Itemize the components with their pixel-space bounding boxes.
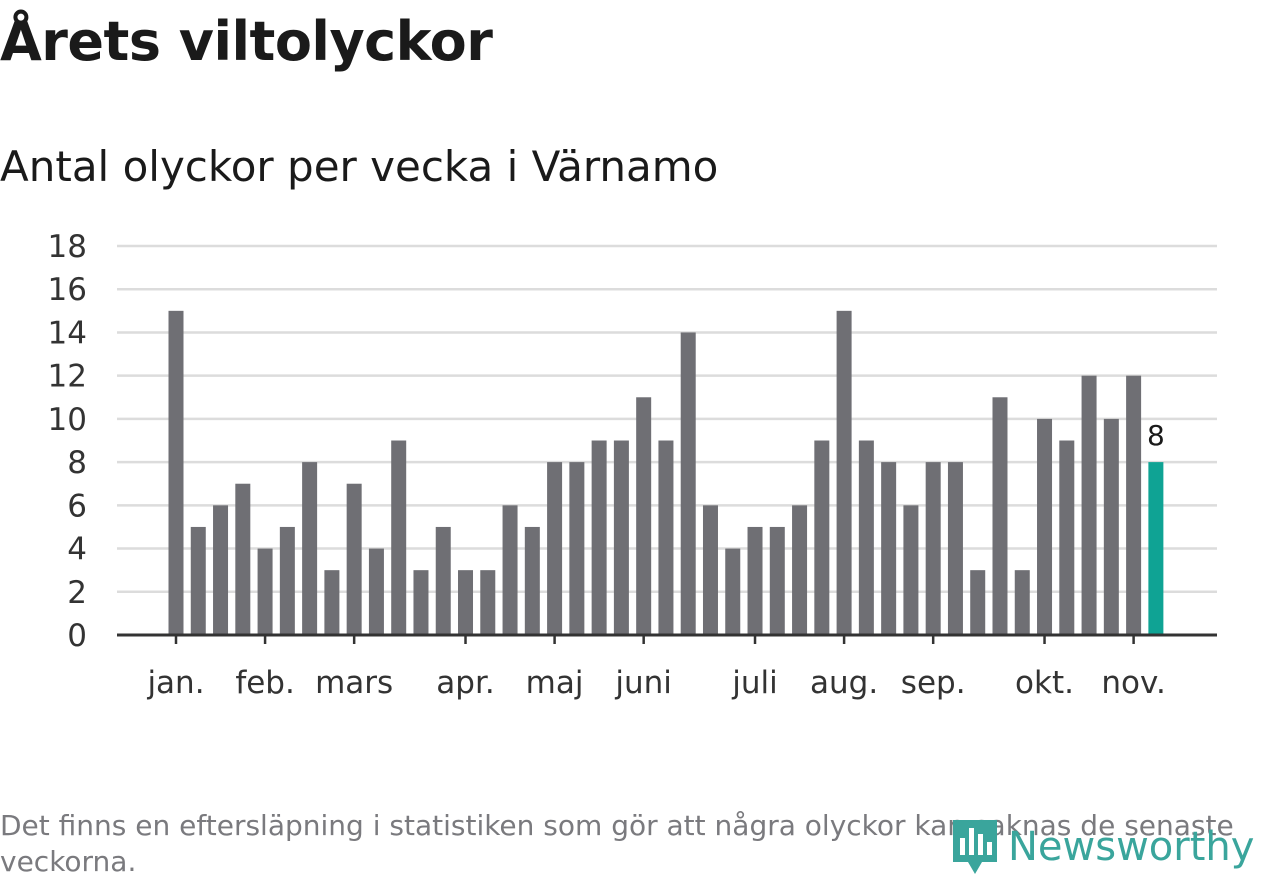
bar bbox=[836, 310, 852, 635]
highlight-value-label: 8 bbox=[1147, 419, 1165, 452]
bar bbox=[658, 440, 674, 635]
bar bbox=[1081, 375, 1097, 635]
chart-subtitle: Antal olyckor per vecka i Värnamo bbox=[0, 142, 719, 191]
y-tick-label: 2 bbox=[67, 575, 87, 611]
footnote: Det finns en eftersläpning i statistiken… bbox=[0, 809, 1234, 878]
y-tick-label: 18 bbox=[48, 229, 87, 265]
x-tick-label: jan. bbox=[146, 665, 204, 700]
bar bbox=[1014, 570, 1030, 635]
x-axis-ticks: jan. feb. mars apr. maj juni juli aug. sep. okt. n… bbox=[146, 635, 1166, 700]
bar bbox=[279, 526, 295, 635]
bar bbox=[591, 440, 607, 635]
chart-title: Årets viltolyckor bbox=[0, 10, 493, 73]
bars bbox=[168, 310, 1164, 635]
bar bbox=[725, 548, 741, 635]
bar bbox=[547, 462, 563, 635]
bar bbox=[1037, 418, 1053, 635]
y-tick-label: 0 bbox=[67, 618, 87, 654]
bar bbox=[435, 526, 451, 635]
y-tick-label: 10 bbox=[48, 402, 87, 438]
bar bbox=[346, 483, 362, 635]
x-tick-label: maj bbox=[526, 665, 584, 700]
gridlines bbox=[117, 244, 1217, 594]
highlighted-bar bbox=[1148, 462, 1164, 635]
x-tick-label: mars bbox=[315, 665, 393, 700]
bar bbox=[502, 505, 518, 635]
y-tick-label: 14 bbox=[48, 315, 87, 351]
x-tick-label: nov. bbox=[1101, 665, 1165, 700]
bar bbox=[881, 462, 897, 635]
bar bbox=[168, 310, 184, 635]
bar bbox=[792, 505, 808, 635]
bar bbox=[903, 505, 919, 635]
bar bbox=[324, 570, 340, 635]
y-tick-label: 4 bbox=[67, 532, 87, 568]
bar bbox=[302, 462, 318, 635]
brand-logo: Newsworthy bbox=[950, 816, 1254, 878]
y-tick-label: 6 bbox=[67, 488, 87, 524]
bar bbox=[1126, 375, 1142, 635]
brand-name: Newsworthy bbox=[1008, 824, 1255, 870]
y-axis-ticks: 0 2 4 6 8 10 12 14 16 18 bbox=[48, 229, 87, 654]
newsworthy-logo-icon bbox=[953, 820, 997, 874]
bar bbox=[702, 505, 718, 635]
bar bbox=[235, 483, 251, 635]
bar bbox=[992, 397, 1008, 635]
bar bbox=[569, 462, 585, 635]
bar bbox=[769, 526, 785, 635]
y-tick-label: 8 bbox=[67, 445, 87, 481]
bar bbox=[814, 440, 830, 635]
bar bbox=[524, 526, 540, 635]
data-labels: 8 bbox=[1147, 419, 1165, 452]
x-tick-label: okt. bbox=[1015, 665, 1074, 700]
bar bbox=[613, 440, 629, 635]
bar bbox=[458, 570, 474, 635]
bar bbox=[213, 505, 229, 635]
bar bbox=[257, 548, 273, 635]
bar bbox=[1059, 440, 1075, 635]
bar bbox=[391, 440, 407, 635]
y-tick-label: 16 bbox=[48, 272, 87, 308]
bar bbox=[636, 397, 652, 635]
x-tick-label: juni bbox=[614, 665, 672, 700]
x-tick-label: sep. bbox=[901, 665, 966, 700]
bar bbox=[947, 462, 963, 635]
y-tick-label: 12 bbox=[48, 359, 87, 395]
bar bbox=[925, 462, 941, 635]
bar bbox=[413, 570, 429, 635]
x-tick-label: juli bbox=[731, 665, 778, 700]
x-tick-label: aug. bbox=[810, 665, 878, 700]
x-tick-label: apr. bbox=[436, 665, 494, 700]
bar bbox=[368, 548, 384, 635]
bar bbox=[680, 332, 696, 635]
bar bbox=[1103, 418, 1119, 635]
bar bbox=[747, 526, 763, 635]
x-tick-label: feb. bbox=[235, 665, 295, 700]
bar bbox=[190, 526, 206, 635]
bar bbox=[480, 570, 496, 635]
bar bbox=[970, 570, 986, 635]
bar bbox=[858, 440, 874, 635]
